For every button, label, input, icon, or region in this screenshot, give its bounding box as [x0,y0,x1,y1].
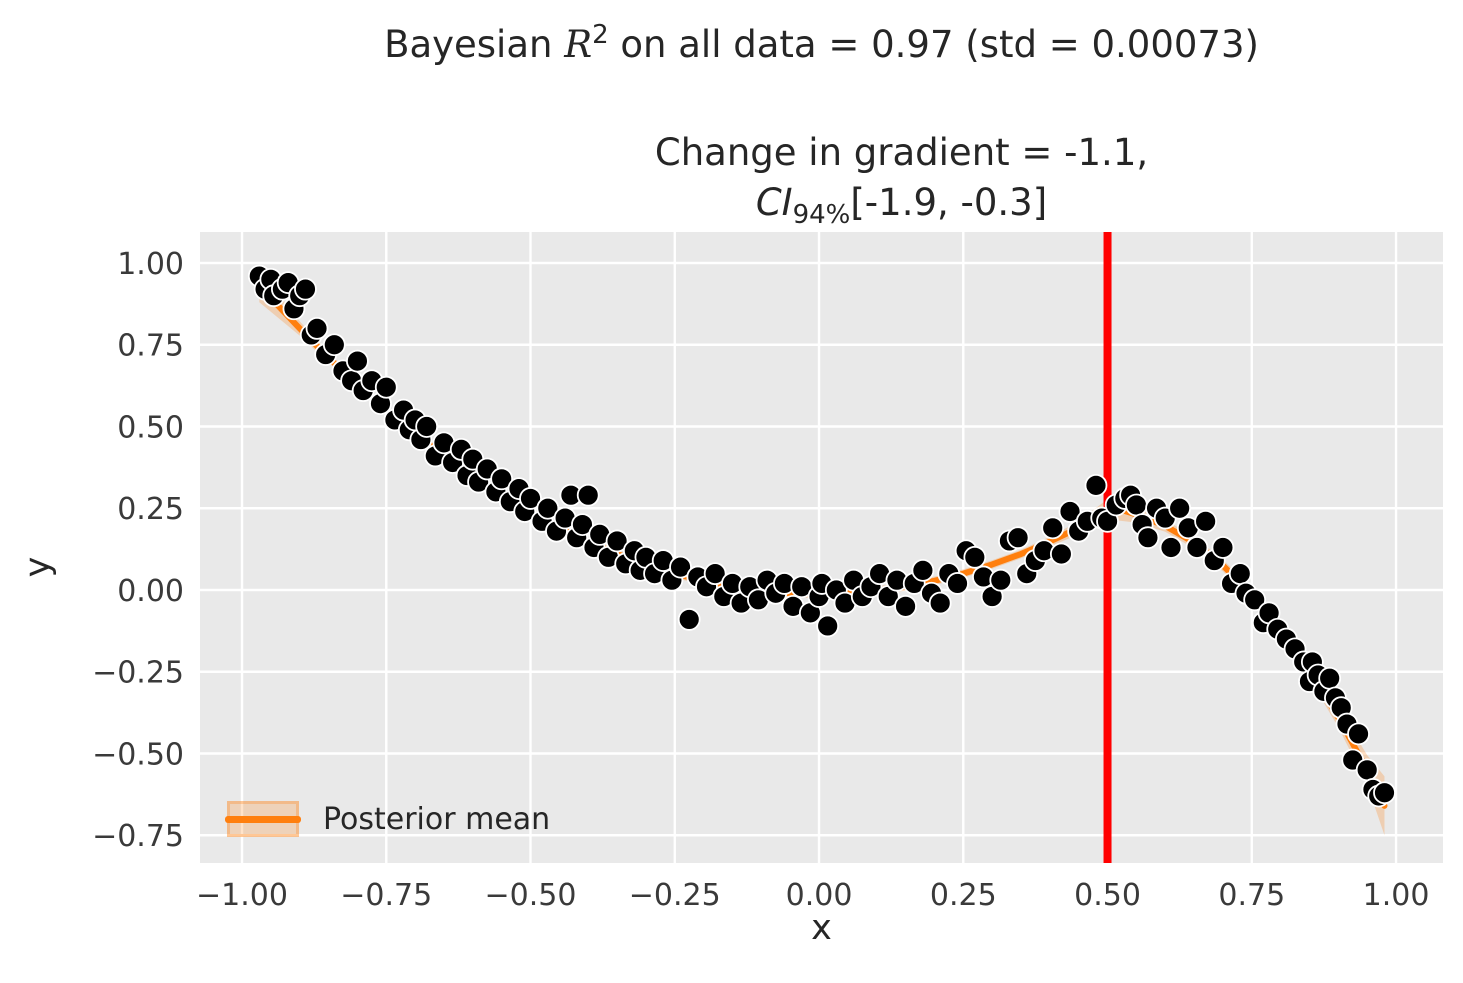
scatter-point [346,349,369,373]
legend-band-swatch [225,801,301,837]
scatter-point [576,483,600,507]
scatter-point [519,487,542,510]
scatter-point [1185,536,1209,559]
scatter-point [1084,473,1108,497]
x-tick-label: −0.25 [629,878,721,913]
scatter-point [1243,588,1267,612]
scatter-point [1041,516,1065,540]
legend-label: Posterior mean [323,801,551,837]
ci-subscript: 94% [792,200,851,230]
scatter-point [1124,493,1148,517]
figure-title-text: Bayesian [384,23,565,66]
scatter-point [1347,722,1370,746]
x-axis-label: x [811,908,832,948]
scatter-point [1136,526,1160,550]
scatter-point [322,333,346,357]
x-tick-label: 1.00 [1363,878,1430,913]
y-axis-label: y [18,556,58,578]
scatter-point [374,375,398,399]
y-tick-label: 0.00 [117,574,184,609]
scatter-point [894,594,917,618]
y-tick-label: 0.25 [117,492,184,527]
r-symbol: R [564,23,593,66]
figure-title: Bayesian R2 on all data = 0.97 (std = 0.… [200,20,1443,66]
scatter-point [490,467,514,491]
scatter-point [1049,542,1073,566]
y-tick-label: 1.00 [117,247,184,282]
scatter-point [415,415,439,438]
scatter-point [571,513,594,536]
ci-symbol: CI [755,181,793,224]
y-tick-label: 0.75 [117,329,184,364]
scatter-point [1228,562,1252,586]
scatter-point [294,277,317,301]
legend: Posterior mean [225,801,551,837]
scatter-point [1058,500,1082,523]
ci-interval: [-1.9, -0.3] [850,181,1048,224]
scatter-point [1373,781,1396,805]
x-tick-label: −0.75 [340,878,432,913]
x-tick-label: −1.00 [196,878,288,913]
r-exponent: 2 [592,20,609,50]
axes-title: Change in gradient = -1.1, CI94%[-1.9, -… [280,128,1463,240]
axes-title-line1: Change in gradient = -1.1, [654,131,1149,174]
legend-line-icon [225,815,301,823]
scatter-point [816,614,840,638]
figure-title-rest: on all data = 0.97 (std = 0.00073) [608,23,1259,66]
scatter-point [605,529,629,553]
scatter-point [669,555,692,579]
scatter-point [946,572,969,595]
scatter-point [1194,509,1218,533]
plot-area [200,232,1443,863]
scatter-point [536,496,560,520]
axes-title-line2: CI94%[-1.9, -0.3] [280,178,1463,240]
scatter-point [703,562,727,586]
x-tick-label: 0.75 [1218,878,1285,913]
scatter-point [1006,526,1030,550]
x-tick-label: 0.50 [1074,878,1141,913]
scatter-point [1159,536,1183,559]
scatter-point [1211,536,1235,559]
x-tick-label: 0.25 [930,878,997,913]
y-tick-label: −0.25 [92,656,184,691]
scatter-point [1318,666,1342,690]
scatter-point [1355,758,1379,782]
scatter-point [928,591,952,615]
scatter-point [305,316,329,340]
scatter-point [677,608,701,631]
y-tick-label: 0.50 [117,410,184,445]
scatter-point [989,568,1013,592]
y-tick-label: −0.75 [92,819,184,854]
x-tick-label: 0.00 [786,878,853,913]
x-tick-label: −0.50 [485,878,577,913]
scatter-point [911,558,935,582]
scatter-point [963,545,987,569]
scatter-point [1168,496,1192,520]
y-tick-label: −0.50 [92,737,184,772]
